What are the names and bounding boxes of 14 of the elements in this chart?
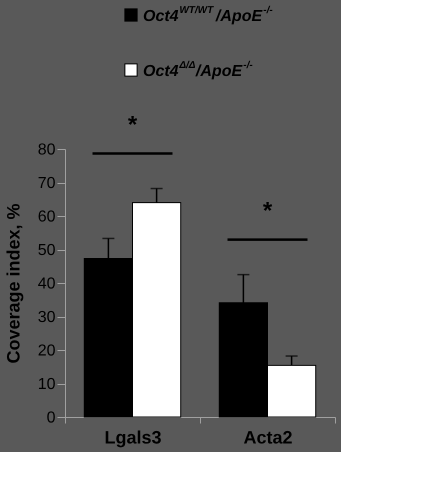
y-tick-label: 50 [38,242,56,259]
x-tick-label: Acta2 [243,428,293,448]
y-tick-label: 70 [38,175,56,192]
y-tick-label: 20 [38,342,56,360]
y-tick-label: 10 [38,376,56,393]
y-tick-label: 80 [38,142,56,158]
x-tick-label: Lgals3 [104,428,162,448]
y-axis-title: Coverage index, % [4,203,24,364]
y-tick-label: 30 [38,309,56,326]
y-tick-label: 60 [38,208,56,226]
y-tick-label: 0 [46,410,56,426]
annotation: * [262,198,273,225]
y-tick-label: 40 [38,276,56,292]
text: * [128,112,138,139]
